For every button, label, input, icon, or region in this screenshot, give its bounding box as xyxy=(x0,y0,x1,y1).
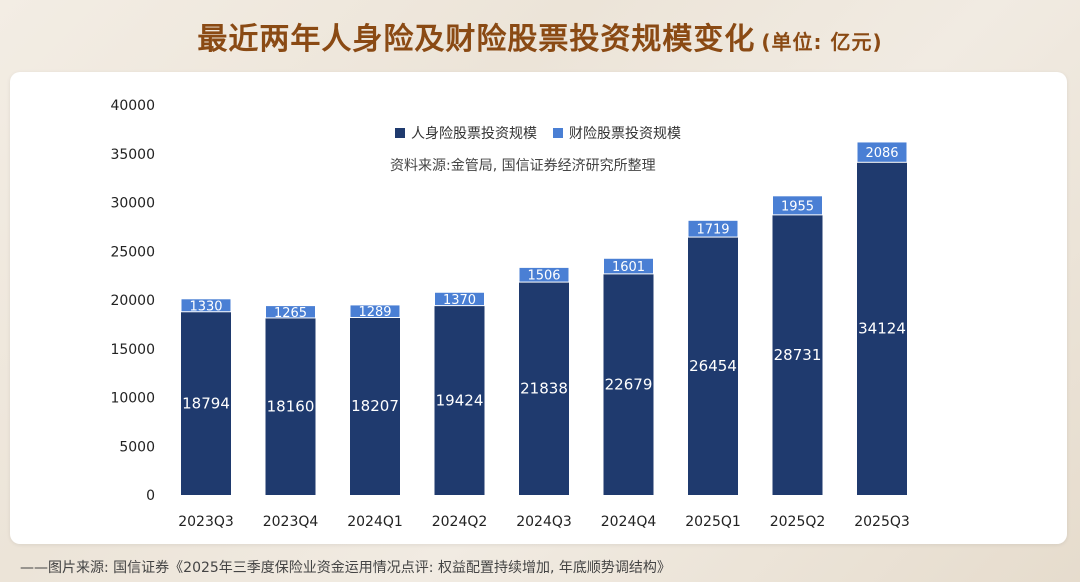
legend-swatch-life xyxy=(395,128,405,138)
data-label-prop: 2086 xyxy=(865,146,898,161)
title-text: 最近两年人身险及财险股票投资规模变化 xyxy=(197,22,756,57)
bar-prop-2024Q4 xyxy=(603,257,654,275)
page-title: 最近两年人身险及财险股票投资规模变化 (单位: 亿元) xyxy=(0,14,1080,58)
y-tick-label: 40000 xyxy=(110,98,155,114)
data-label-prop: 1265 xyxy=(274,306,307,321)
x-tick-label: 2025Q3 xyxy=(854,514,910,530)
x-tick-label: 2023Q4 xyxy=(263,514,319,530)
y-tick-label: 15000 xyxy=(110,342,155,358)
bar-life-2025Q3 xyxy=(857,162,907,495)
data-label-prop: 1506 xyxy=(527,269,560,284)
chart-panel: 0 5000 10000 15000 20000 25000 30000 35000 40000… xyxy=(10,72,1067,544)
x-tick-label: 2025Q2 xyxy=(770,514,826,530)
title-unit: (单位: 亿元) xyxy=(761,30,883,54)
y-tick-label: 0 xyxy=(146,488,155,504)
bar-life-2025Q1 xyxy=(688,237,738,496)
bar-life-2025Q2 xyxy=(772,214,823,496)
y-tick-label: 20000 xyxy=(110,293,155,309)
bar-prop-2023Q4 xyxy=(265,305,316,319)
data-label-prop: 1601 xyxy=(612,260,645,275)
footer-caption: ——图片来源: 国信证券《2025年三季度保险业资金运用情况点评: 权益配置持续… xyxy=(20,560,671,576)
data-label-life: 18207 xyxy=(351,397,399,415)
x-tick-label: 2024Q1 xyxy=(347,514,403,530)
bar-life-2024Q3 xyxy=(519,282,569,495)
y-tick-label: 30000 xyxy=(110,196,155,212)
y-tick-label: 10000 xyxy=(110,391,155,407)
data-label-life: 21838 xyxy=(520,380,568,398)
data-label-life: 28731 xyxy=(774,346,822,364)
data-label-prop: 1719 xyxy=(696,223,729,238)
legend-swatch-prop xyxy=(553,128,563,138)
data-label-life: 18794 xyxy=(182,394,230,412)
source-note: 资料来源:金管局, 国信证券经济研究所整理 xyxy=(390,158,656,174)
x-tick-label: 2024Q3 xyxy=(516,514,572,530)
data-label-life: 34124 xyxy=(858,320,906,338)
legend-label-prop: 财险股票投资规模 xyxy=(569,126,681,142)
data-label-prop: 1955 xyxy=(781,199,814,214)
bar-prop-2025Q1 xyxy=(687,219,739,238)
y-tick-label: 35000 xyxy=(110,147,155,163)
legend-label-life: 人身险股票投资规模 xyxy=(411,126,537,142)
x-tick-label: 2024Q4 xyxy=(601,514,657,530)
bar-prop-2023Q3 xyxy=(180,298,232,313)
data-label-life: 18160 xyxy=(267,397,315,415)
data-label-prop: 1330 xyxy=(189,299,222,314)
y-tick-label: 25000 xyxy=(110,244,155,260)
bar-life-2024Q1 xyxy=(350,317,400,495)
data-label-life: 26454 xyxy=(689,357,737,375)
bar-life-2024Q2 xyxy=(434,305,485,495)
bar-prop-2024Q2 xyxy=(434,291,485,307)
bar-life-2023Q4 xyxy=(265,317,316,495)
data-label-prop: 1370 xyxy=(443,293,476,308)
bar-prop-2024Q3 xyxy=(518,266,570,283)
bar-prop-2025Q2 xyxy=(772,195,823,216)
data-label-life: 22679 xyxy=(605,375,653,393)
x-tick-label: 2023Q3 xyxy=(178,514,234,530)
bar-life-2023Q3 xyxy=(181,311,231,495)
stacked-bar-chart: 0 5000 10000 15000 20000 25000 30000 35000 40000… xyxy=(110,98,910,530)
bar-prop-2025Q3 xyxy=(856,141,908,163)
x-tick-label: 2024Q2 xyxy=(432,514,488,530)
x-tick-label: 2025Q1 xyxy=(685,514,741,530)
bar-life-2024Q4 xyxy=(603,273,654,495)
bar-prop-2024Q1 xyxy=(349,304,401,318)
data-label-prop: 1289 xyxy=(358,305,391,320)
y-tick-label: 5000 xyxy=(119,439,155,455)
data-label-life: 19424 xyxy=(436,391,484,409)
